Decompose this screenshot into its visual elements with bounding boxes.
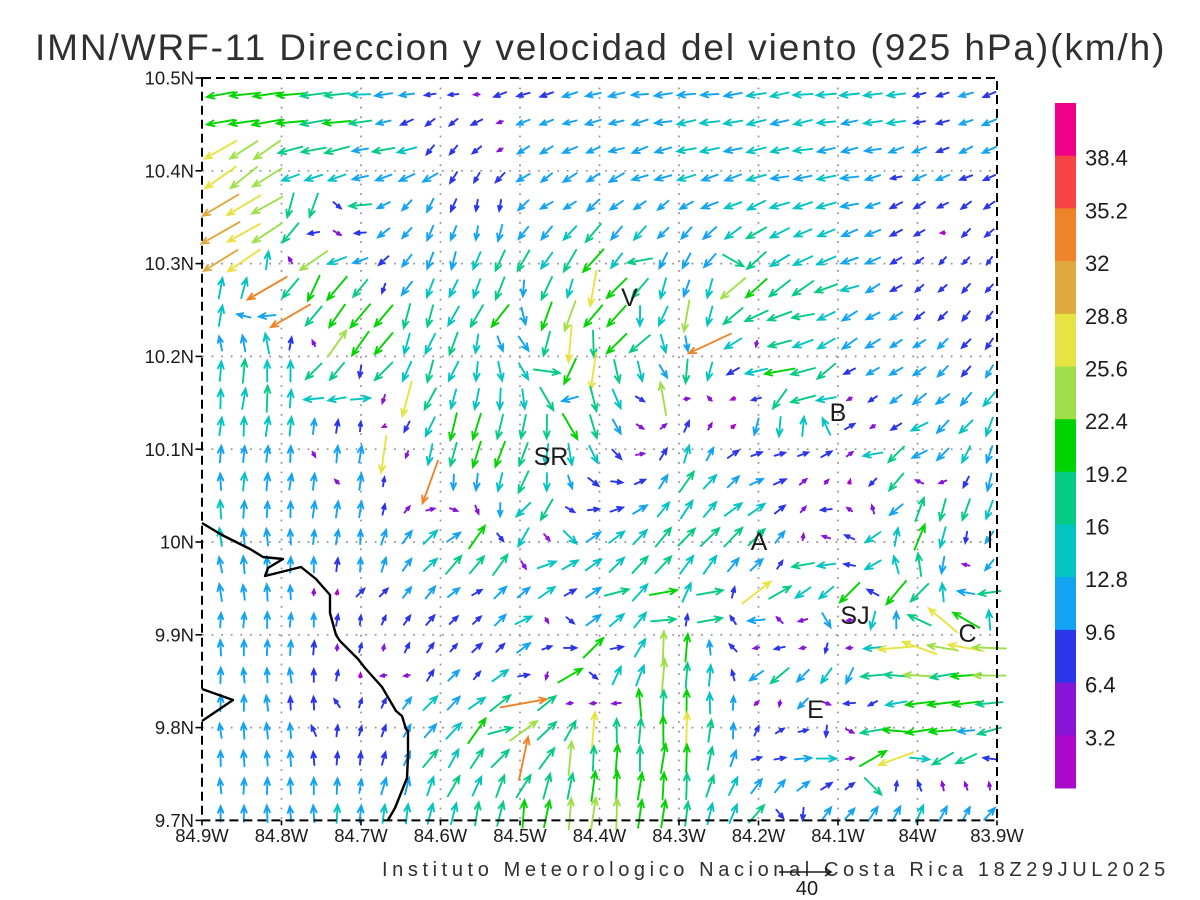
svg-text:9.9N: 9.9N	[155, 624, 194, 645]
svg-text:A: A	[751, 528, 768, 556]
svg-text:3.2: 3.2	[1085, 725, 1116, 750]
svg-text:C: C	[958, 620, 976, 648]
svg-text:10N: 10N	[160, 532, 194, 553]
svg-text:10.2N: 10.2N	[145, 346, 194, 367]
svg-text:84.6W: 84.6W	[414, 825, 468, 846]
svg-text:84.8W: 84.8W	[255, 825, 309, 846]
svg-text:V: V	[621, 284, 638, 312]
svg-text:10.3N: 10.3N	[145, 253, 194, 274]
svg-text:SR: SR	[534, 443, 569, 471]
svg-text:84.3W: 84.3W	[652, 825, 706, 846]
svg-text:84.2W: 84.2W	[732, 825, 786, 846]
svg-text:32: 32	[1085, 251, 1109, 276]
svg-text:16: 16	[1085, 515, 1109, 540]
svg-text:84.9W: 84.9W	[175, 825, 229, 846]
svg-text:35.2: 35.2	[1085, 198, 1128, 223]
svg-text:84.5W: 84.5W	[493, 825, 547, 846]
svg-text:12.8: 12.8	[1085, 567, 1128, 592]
svg-text:40: 40	[796, 878, 818, 900]
svg-text:10.4N: 10.4N	[145, 160, 194, 181]
svg-text:84.4W: 84.4W	[573, 825, 627, 846]
svg-text:9.8N: 9.8N	[155, 717, 194, 738]
svg-text:38.4: 38.4	[1085, 146, 1128, 171]
svg-text:84.1W: 84.1W	[811, 825, 865, 846]
svg-text:SJ: SJ	[840, 602, 869, 630]
svg-text:19.2: 19.2	[1085, 462, 1128, 487]
svg-text:6.4: 6.4	[1085, 673, 1116, 698]
svg-text:B: B	[830, 399, 847, 427]
svg-text:IMN/WRF-11 Direccion y velocid: IMN/WRF-11 Direccion y velocidad del vie…	[35, 27, 1166, 68]
svg-text:E: E	[807, 696, 824, 724]
svg-text:84W: 84W	[898, 825, 937, 846]
svg-text:9.7N: 9.7N	[155, 810, 194, 831]
svg-text:10.1N: 10.1N	[145, 439, 194, 460]
svg-text:28.8: 28.8	[1085, 304, 1128, 329]
svg-text:25.6: 25.6	[1085, 357, 1128, 382]
svg-text:9.6: 9.6	[1085, 620, 1116, 645]
svg-text:84.7W: 84.7W	[334, 825, 388, 846]
svg-text:22.4: 22.4	[1085, 409, 1128, 434]
svg-text:Instituto Meteorologico Nacion: Instituto Meteorologico Nacional Costa R…	[382, 859, 1170, 881]
svg-text:83.9W: 83.9W	[970, 825, 1024, 846]
svg-text:10.5N: 10.5N	[145, 68, 194, 89]
